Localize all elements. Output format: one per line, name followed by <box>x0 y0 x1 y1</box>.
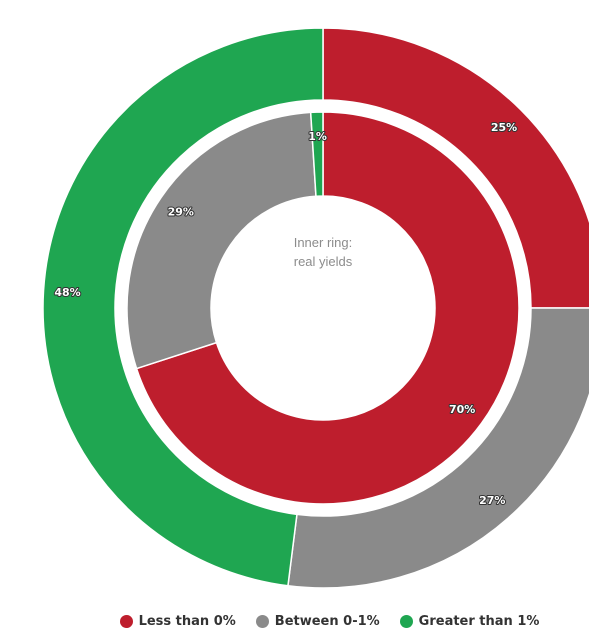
inner-slice-label-3: 1% <box>308 130 327 143</box>
outer-slice-2[interactable] <box>287 307 589 589</box>
slice-labels: 25% 27% 48% 70% 29% 1% <box>53 120 518 508</box>
outer-slice-label-1: 25% <box>491 121 517 134</box>
legend-item-between-0-1[interactable]: Between 0-1% <box>255 614 380 629</box>
inner-slice-label-2: 29% <box>168 205 194 218</box>
outer-slice-label-2: 27% <box>479 494 505 507</box>
center-label-line-1: Inner ring: <box>294 235 353 250</box>
center-label-line-2: real yields <box>294 254 353 269</box>
legend-dot-icon <box>255 615 269 628</box>
inner-slice-3[interactable] <box>309 111 324 198</box>
outer-ring <box>42 27 589 589</box>
outer-slice-3[interactable] <box>42 27 324 587</box>
legend-label: Less than 0% <box>138 614 236 629</box>
inner-slice-1[interactable] <box>135 111 520 505</box>
legend-label: Between 0-1% <box>274 614 380 629</box>
outer-slice-1[interactable] <box>322 27 589 309</box>
legend-dot-icon <box>119 615 133 628</box>
legend-label: Greater than 1% <box>418 614 540 629</box>
inner-slice-2[interactable] <box>126 111 317 370</box>
legend-dot-icon <box>399 615 413 628</box>
inner-slice-label-1: 70% <box>449 403 475 416</box>
legend-item-less-than-0[interactable]: Less than 0% <box>119 614 236 629</box>
outer-slice-label-3: 48% <box>54 286 80 299</box>
legend: Less than 0% Between 0-1% Greater than 1… <box>0 614 589 629</box>
inner-ring <box>126 111 520 505</box>
legend-item-greater-than-1[interactable]: Greater than 1% <box>399 614 540 629</box>
